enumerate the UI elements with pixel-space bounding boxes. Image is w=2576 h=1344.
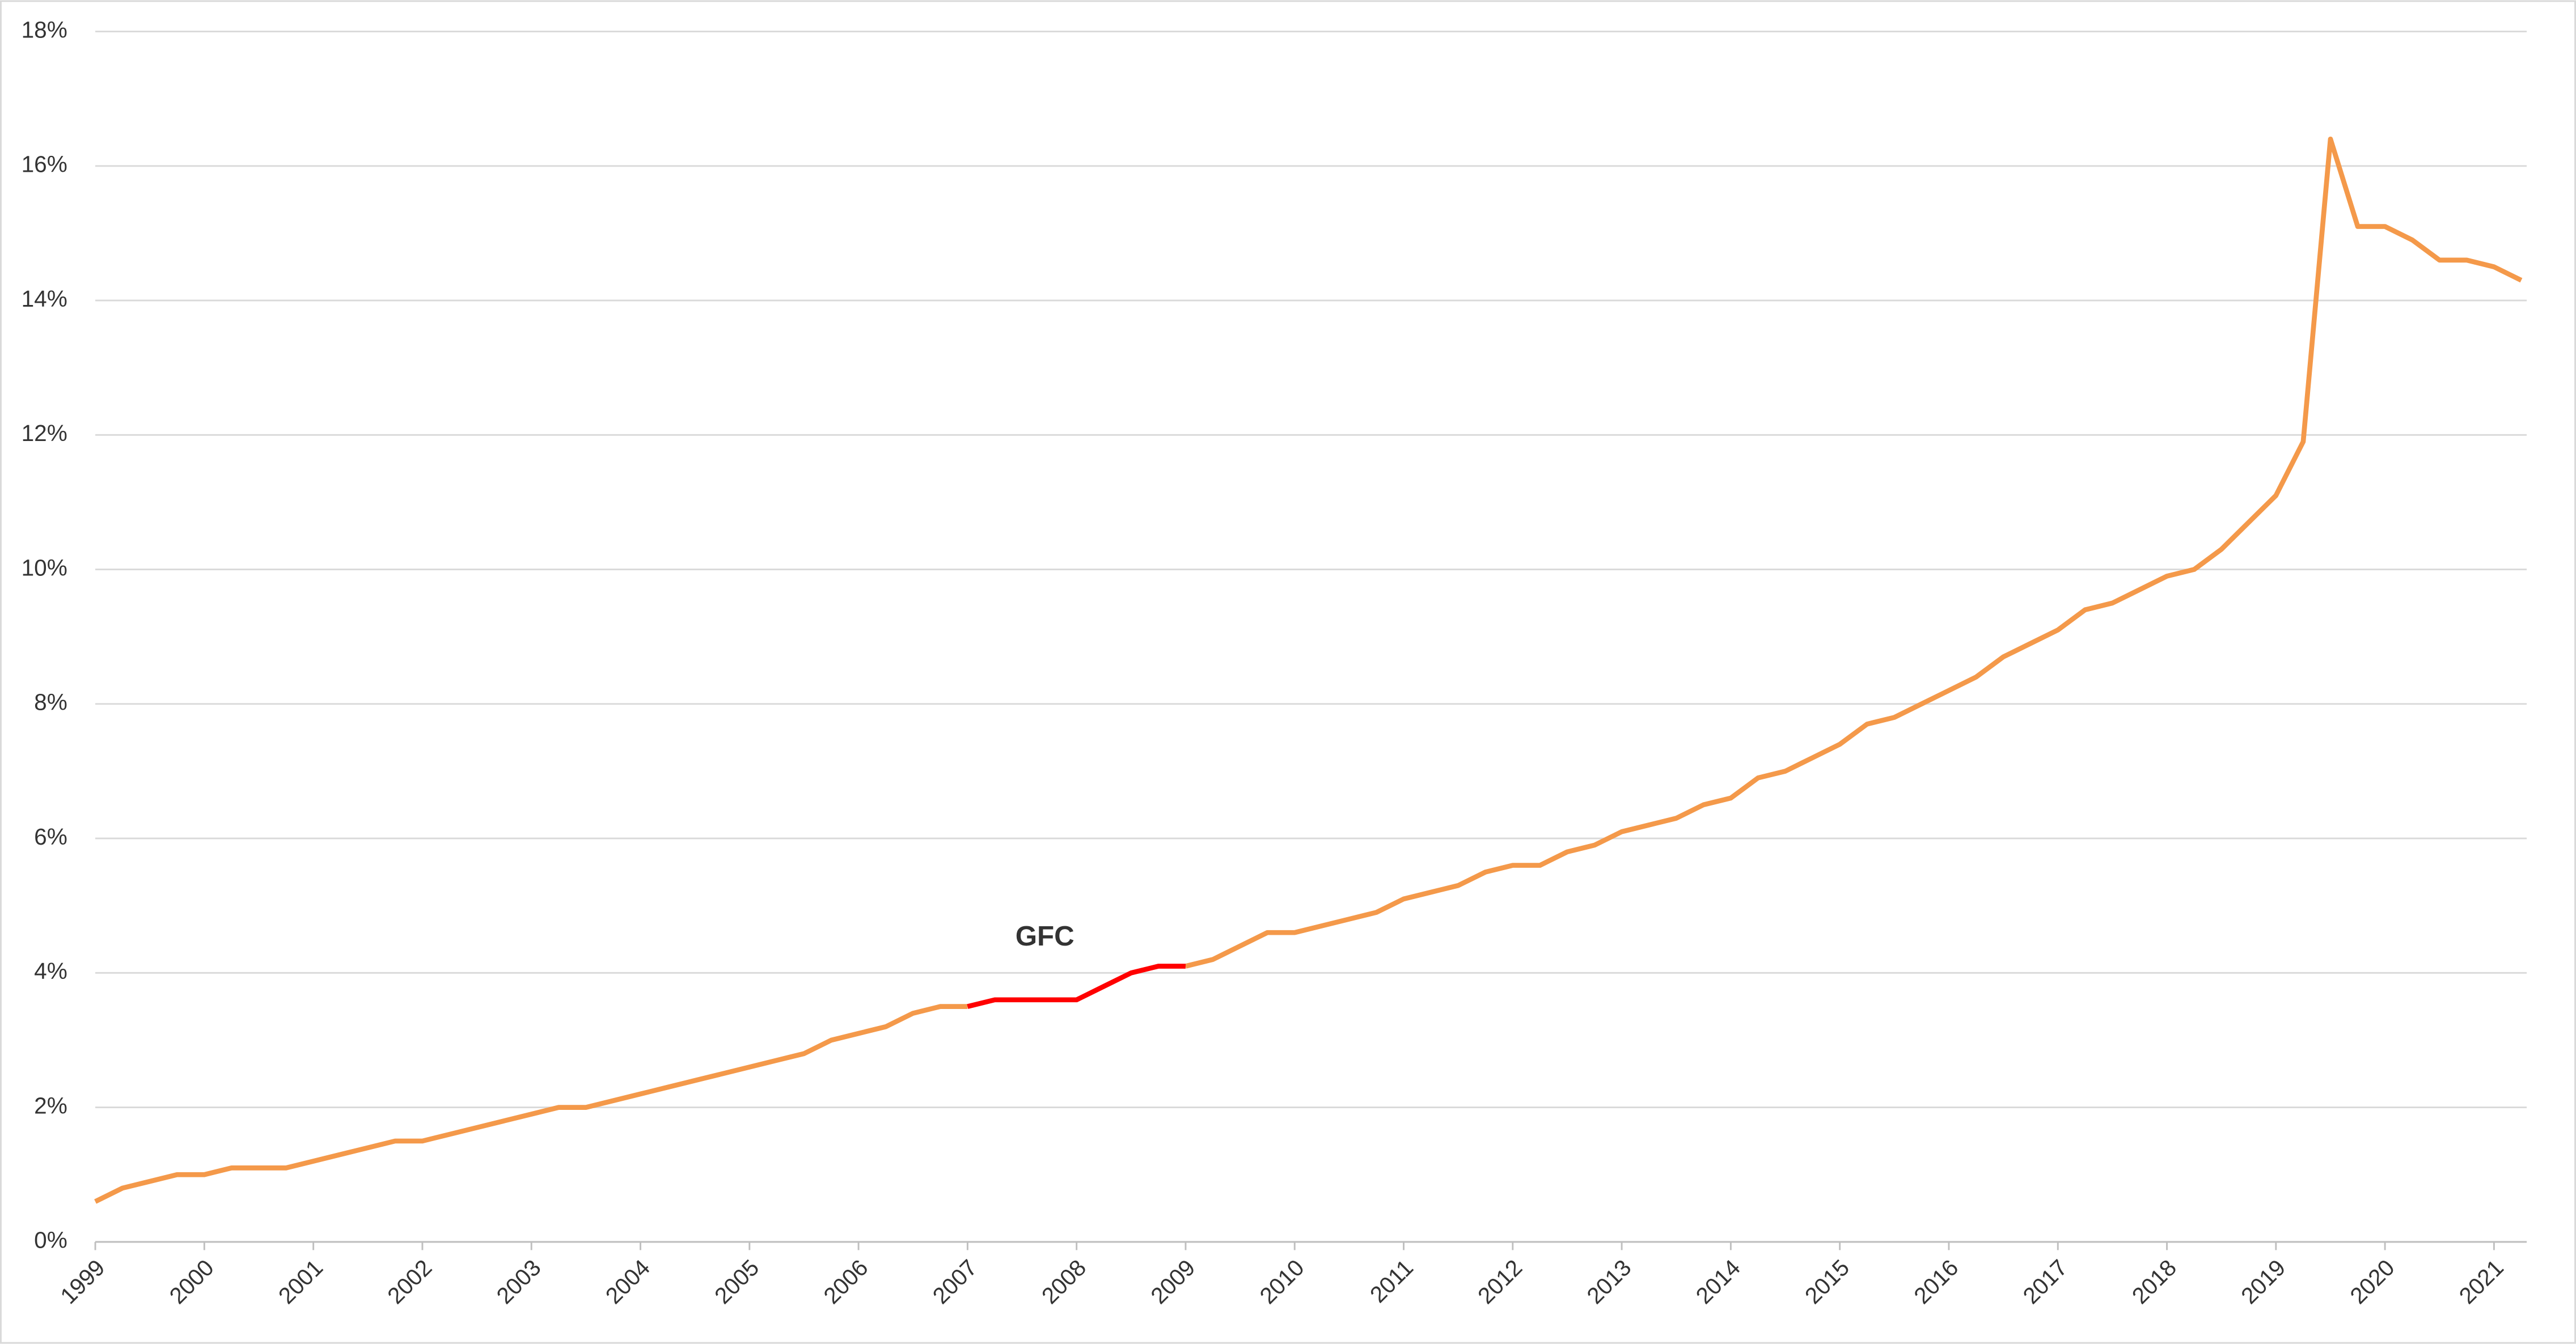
y-tick-label: 4% [34, 958, 67, 984]
line-series [967, 964, 1186, 1009]
y-tick-label: 8% [34, 689, 67, 715]
y-tick-label: 0% [34, 1227, 67, 1253]
y-tick-label: 10% [22, 554, 67, 580]
annotation: GFC [1016, 921, 1075, 952]
y-tick-label: 2% [34, 1092, 67, 1118]
y-tick-label: 14% [22, 286, 67, 312]
y-tick-label: 18% [22, 16, 67, 43]
y-tick-label: 12% [22, 420, 67, 446]
y-tick-label: 16% [22, 151, 67, 177]
line-series [94, 137, 2523, 1204]
y-tick-label: 6% [34, 824, 67, 850]
